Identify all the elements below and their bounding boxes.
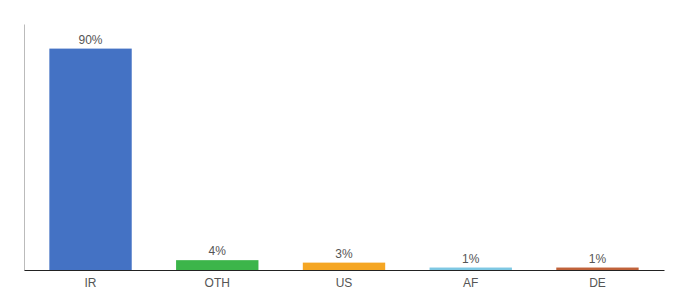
x-tick: OTH: [205, 276, 230, 290]
x-tick-label: AF: [463, 276, 478, 290]
x-tick: DE: [589, 276, 606, 290]
chart-svg: IR OTH US AF DE 90% 4% 3% 1% 1%: [0, 0, 680, 300]
bar: [430, 268, 512, 270]
data-label: 1%: [462, 252, 480, 266]
x-tick-label: IR: [85, 276, 97, 290]
x-tick-label: OTH: [205, 276, 230, 290]
data-label: 1%: [589, 252, 607, 266]
x-tick: US: [336, 276, 353, 290]
data-label: 3%: [335, 247, 353, 261]
x-axis: IR OTH US AF DE: [25, 271, 665, 290]
bar: [556, 268, 638, 270]
bar: [303, 263, 385, 270]
bar: [176, 260, 258, 270]
bar: [49, 49, 131, 270]
x-tick: AF: [463, 276, 478, 290]
data-label: 4%: [209, 244, 227, 258]
bars: [49, 49, 638, 270]
y-axis-line: [24, 25, 25, 271]
x-tick-label: DE: [589, 276, 606, 290]
x-tick-label: US: [336, 276, 353, 290]
chart-container: IR OTH US AF DE 90% 4% 3% 1% 1%: [0, 0, 680, 300]
data-label: 90%: [79, 33, 103, 47]
y-axis: [24, 25, 25, 271]
x-axis-line: [25, 270, 665, 271]
plot: IR OTH US AF DE 90% 4% 3% 1% 1%: [25, 25, 665, 290]
x-tick: IR: [85, 276, 97, 290]
data-labels: 90% 4% 3% 1% 1%: [79, 33, 607, 266]
